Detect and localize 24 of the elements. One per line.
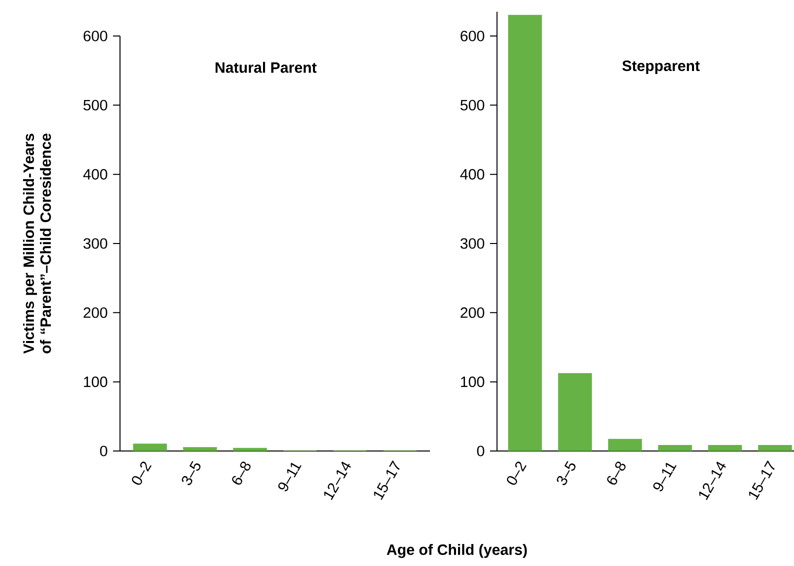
x-tick-label: 0–2	[506, 462, 526, 485]
y-tick-label: 400	[460, 169, 484, 180]
x-tick-label: 3–5	[556, 460, 576, 486]
x-tick-label: 6–8	[607, 462, 626, 485]
y-tick-label: 500	[83, 100, 108, 110]
y-tick-label: 200	[84, 307, 108, 318]
x-tick-label: 6–8	[232, 462, 251, 485]
text: Natural Parent	[216, 62, 317, 73]
y-tick-label: 100	[461, 376, 484, 388]
y-tick-label: 0	[477, 446, 484, 456]
x-tick-label: 3–5	[182, 460, 200, 486]
y-tick-label: 600	[460, 30, 484, 42]
y-tick-label: 300	[460, 238, 484, 249]
x-axis-title: Age of Child (years)	[386, 544, 527, 558]
y-tick-label: 200	[460, 307, 484, 318]
y-tick-label: 400	[83, 169, 108, 180]
y-axis-title: Victims per Million Child-Years of “Parent”–Child Coresidence	[23, 134, 51, 354]
y-tick-label: 500	[460, 100, 484, 110]
text: Stepparent	[622, 60, 700, 74]
y-tick-label: 600	[84, 30, 108, 42]
y-tick-label: 300	[83, 238, 108, 249]
y-tick-label: 0	[100, 446, 108, 456]
x-tick-label: 0–2	[132, 462, 152, 485]
y-tick-label: 100	[84, 376, 108, 388]
